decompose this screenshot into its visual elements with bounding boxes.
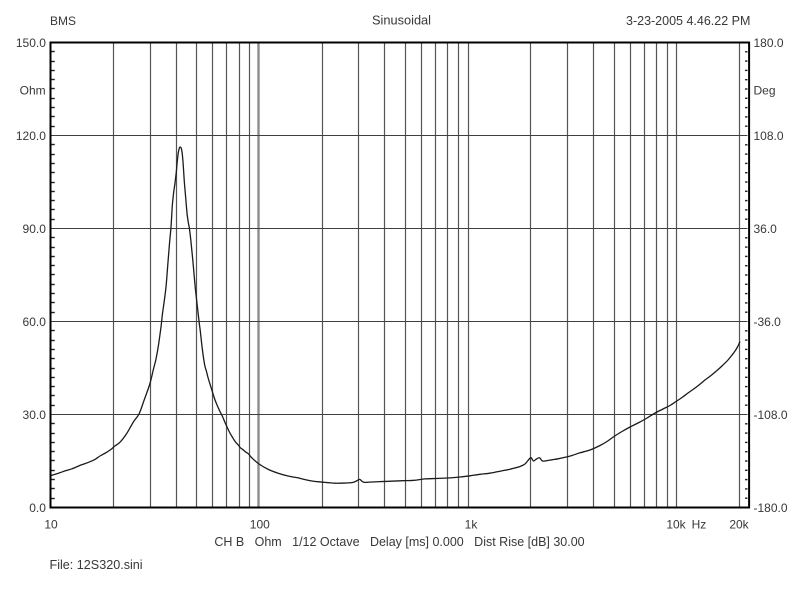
svg-text:Ohm: Ohm — [20, 83, 46, 97]
svg-text:Sinusoidal: Sinusoidal — [372, 13, 431, 28]
svg-text:90.0: 90.0 — [23, 222, 47, 236]
svg-text:10k: 10k — [666, 518, 686, 532]
svg-text:60.0: 60.0 — [23, 315, 47, 329]
svg-text:100: 100 — [250, 518, 270, 532]
svg-text:BMS: BMS — [50, 14, 76, 28]
svg-text:Hz: Hz — [692, 518, 707, 532]
svg-text:36.0: 36.0 — [754, 222, 778, 236]
svg-text:108.0: 108.0 — [754, 129, 784, 143]
svg-text:1k: 1k — [465, 518, 479, 532]
svg-text:3-23-2005 4.46.22 PM: 3-23-2005 4.46.22 PM — [626, 14, 750, 28]
svg-text:0.0: 0.0 — [29, 501, 46, 515]
svg-text:10: 10 — [44, 518, 58, 532]
svg-text:150.0: 150.0 — [16, 36, 46, 50]
svg-text:120.0: 120.0 — [16, 129, 46, 143]
svg-text:-108.0: -108.0 — [754, 408, 788, 422]
svg-text:CH B Ohm 1/12 Octave Del: CH B Ohm 1/12 Octave Delay [ms] 0.000 Di… — [214, 535, 584, 549]
svg-text:20k: 20k — [729, 518, 749, 532]
svg-text:180.0: 180.0 — [754, 36, 784, 50]
svg-text:-36.0: -36.0 — [754, 315, 782, 329]
svg-text:30.0: 30.0 — [23, 408, 47, 422]
svg-text:Deg: Deg — [754, 83, 776, 97]
svg-text:-180.0: -180.0 — [754, 501, 788, 515]
svg-text:File: 12S320.sini: File: 12S320.sini — [50, 558, 143, 572]
